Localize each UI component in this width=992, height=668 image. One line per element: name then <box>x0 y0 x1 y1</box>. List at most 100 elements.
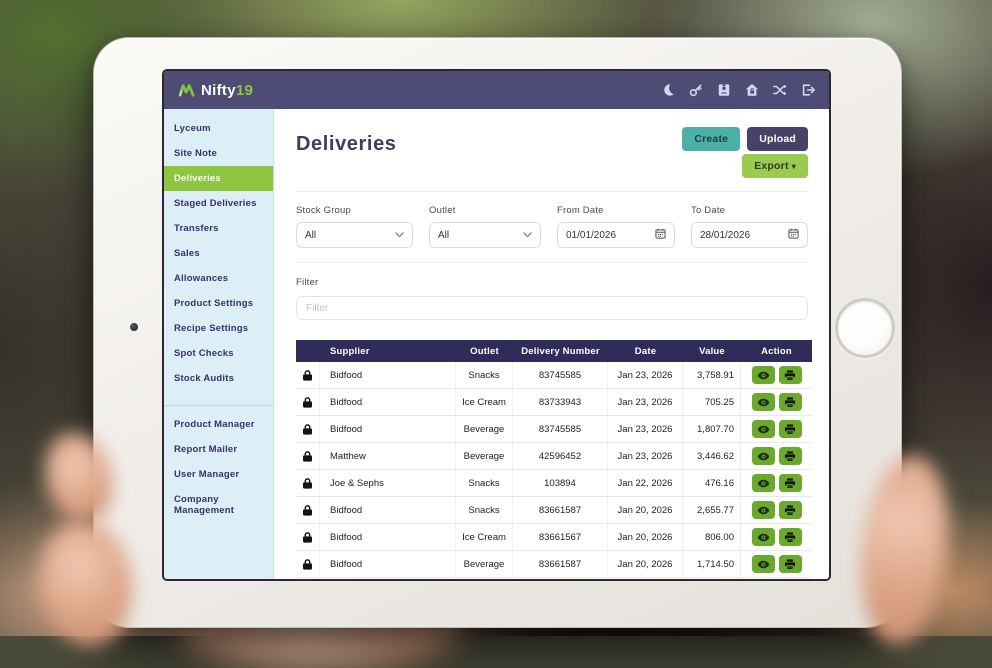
col-outlet: Outlet <box>470 345 499 357</box>
page-title: Deliveries <box>296 133 397 155</box>
divider <box>296 262 808 263</box>
print-button[interactable] <box>778 528 802 546</box>
lock-icon <box>303 369 312 381</box>
eye-icon <box>757 371 770 380</box>
home-button[interactable] <box>835 298 895 358</box>
sidebar-item-recipe-settings[interactable]: Recipe Settings <box>174 323 249 334</box>
camera-dot <box>130 323 138 331</box>
sidebar-item-staged-deliveries[interactable]: Staged Deliveries <box>174 198 257 209</box>
upload-button[interactable]: Upload <box>747 127 808 151</box>
home-lock-icon[interactable] <box>744 83 759 98</box>
supplier-cell: Bidfood <box>320 497 456 523</box>
sidebar-item-spot-checks[interactable]: Spot Checks <box>174 348 234 359</box>
date-cell <box>608 578 683 579</box>
outlet-cell: Ice Cream <box>456 389 513 415</box>
view-button[interactable] <box>751 420 775 438</box>
id-badge-icon[interactable] <box>716 83 731 98</box>
delivery-number-cell: 42596452 <box>513 443 608 469</box>
supplier-cell: Matthew <box>320 443 456 469</box>
view-button[interactable] <box>751 447 775 465</box>
col-delivery-number: Delivery Number <box>521 345 600 357</box>
table-header: Supplier Outlet Delivery Number Date Val… <box>296 340 812 362</box>
value-cell: 705.25 <box>683 389 741 415</box>
print-button[interactable] <box>778 420 802 438</box>
print-button[interactable] <box>778 447 802 465</box>
sidebar-item-sales[interactable]: Sales <box>174 248 200 259</box>
value-cell <box>683 578 741 579</box>
delivery-number-cell: 83661587 <box>513 551 608 577</box>
chevron-down-icon: ▾ <box>791 162 796 171</box>
outlet-cell: Snacks <box>456 497 513 523</box>
col-date: Date <box>634 345 657 357</box>
print-button[interactable] <box>778 366 802 384</box>
sidebar-item-site-note[interactable]: Site Note <box>174 148 217 159</box>
print-button[interactable] <box>778 474 802 492</box>
view-button[interactable] <box>751 393 775 411</box>
create-button[interactable]: Create <box>682 127 741 151</box>
export-button[interactable]: Export ▾ <box>742 154 808 178</box>
delivery-number-cell: 83661567 <box>513 524 608 550</box>
sign-out-icon[interactable] <box>800 83 815 98</box>
value-cell: 806.00 <box>683 524 741 550</box>
sidebar-item-lyceum[interactable]: Lyceum <box>174 123 211 134</box>
delivery-number-cell: 83661587 <box>513 497 608 523</box>
to-date-field[interactable]: 28/01/2026 <box>691 222 808 248</box>
delivery-number-cell: 83745585 <box>513 416 608 442</box>
filter-input[interactable] <box>296 296 808 320</box>
sidebar-item-user-manager[interactable]: User Manager <box>174 469 240 480</box>
brand-logo: Nifty19 <box>178 82 253 99</box>
table-row: Bidfood Snacks 83661587 Jan 20, 2026 2,6… <box>296 497 812 524</box>
sidebar-item-product-settings[interactable]: Product Settings <box>174 298 254 309</box>
sidebar-divider <box>164 405 273 406</box>
tablet-frame: Nifty19 <box>93 37 902 628</box>
sidebar-item-allowances[interactable]: Allowances <box>174 273 229 284</box>
stock-group-select[interactable]: All <box>296 222 413 248</box>
printer-icon <box>784 450 796 462</box>
date-cell: Jan 20, 2026 <box>608 497 683 523</box>
value-cell: 1,807.70 <box>683 416 741 442</box>
date-cell: Jan 20, 2026 <box>608 524 683 550</box>
delivery-number-cell: 103894 <box>513 470 608 496</box>
table-row: Bidfood Beverage 83745585 Jan 23, 2026 1… <box>296 416 812 443</box>
divider <box>296 191 808 192</box>
supplier-cell <box>320 578 456 579</box>
shuffle-icon[interactable] <box>772 83 787 98</box>
sidebar-item-transfers[interactable]: Transfers <box>174 223 219 234</box>
date-cell: Jan 23, 2026 <box>608 362 683 388</box>
sidebar-item-deliveries[interactable]: Deliveries <box>164 166 273 191</box>
supplier-cell: Joe & Sephs <box>320 470 456 496</box>
key-icon[interactable] <box>688 83 703 98</box>
eye-icon <box>757 560 770 569</box>
sidebar-item-stock-audits[interactable]: Stock Audits <box>174 373 235 384</box>
view-button[interactable] <box>751 501 775 519</box>
table-row <box>296 578 812 579</box>
delivery-number-cell <box>513 578 608 579</box>
print-button[interactable] <box>778 501 802 519</box>
chevron-down-icon <box>523 230 532 241</box>
view-button[interactable] <box>751 474 775 492</box>
eye-icon <box>757 506 770 515</box>
value-cell: 3,446.62 <box>683 443 741 469</box>
dark-mode-moon-icon[interactable] <box>660 83 675 98</box>
date-cell: Jan 23, 2026 <box>608 443 683 469</box>
printer-icon <box>784 558 796 570</box>
sidebar-item-report-mailer[interactable]: Report Mailer <box>174 444 238 455</box>
table-row: Matthew Beverage 42596452 Jan 23, 2026 3… <box>296 443 812 470</box>
lock-icon <box>303 531 312 543</box>
sidebar-item-company-management[interactable]: Company Management <box>174 494 235 516</box>
outlet-label: Outlet <box>429 205 456 216</box>
table-row: Joe & Sephs Snacks 103894 Jan 22, 2026 4… <box>296 470 812 497</box>
view-button[interactable] <box>751 528 775 546</box>
table-row: Bidfood Ice Cream 83661567 Jan 20, 2026 … <box>296 524 812 551</box>
from-date-field[interactable]: 01/01/2026 <box>557 222 675 248</box>
view-button[interactable] <box>751 366 775 384</box>
sidebar-item-product-manager[interactable]: Product Manager <box>174 419 255 430</box>
delivery-number-cell: 83733943 <box>513 389 608 415</box>
view-button[interactable] <box>751 555 775 573</box>
print-button[interactable] <box>778 393 802 411</box>
lock-icon <box>303 504 312 516</box>
outlet-select[interactable]: All <box>429 222 541 248</box>
to-date-label: To Date <box>691 205 726 216</box>
print-button[interactable] <box>778 555 802 573</box>
col-value: Value <box>699 345 725 357</box>
